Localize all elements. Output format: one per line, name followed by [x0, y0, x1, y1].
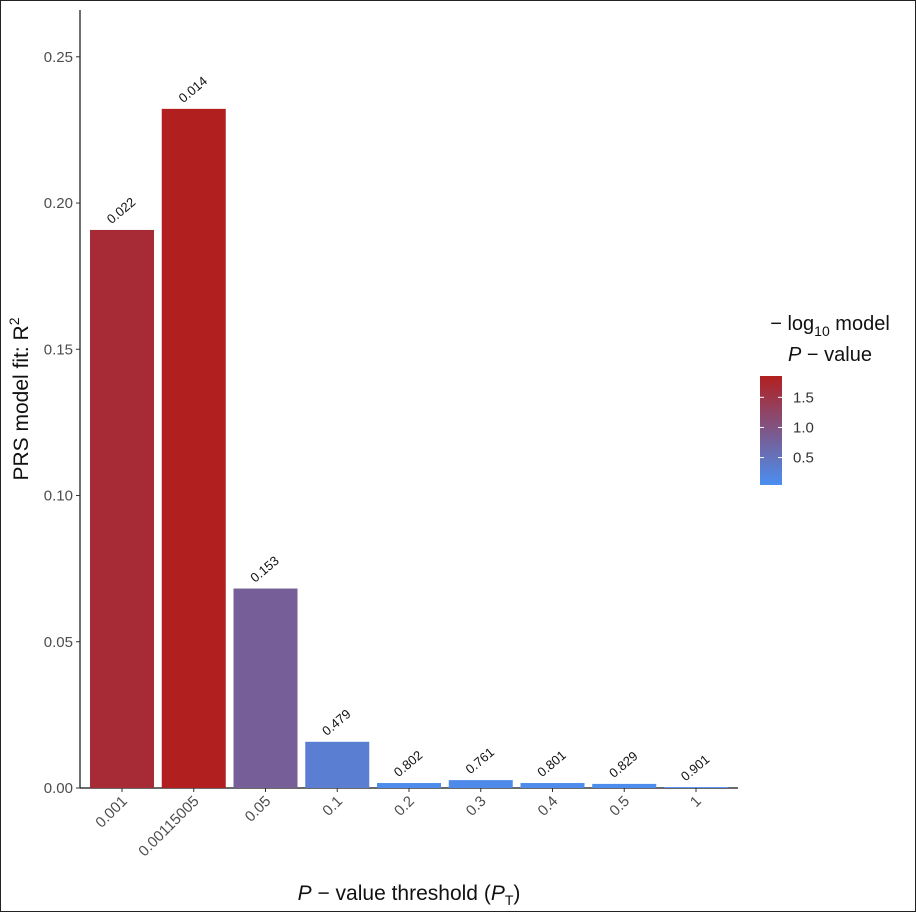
y-title-sup: 2 — [6, 317, 22, 325]
x-title-p: P — [298, 882, 312, 905]
value-label: 0.014 — [176, 73, 211, 105]
x-tick-label: 0.00115005 — [135, 793, 202, 860]
value-label: 0.153 — [247, 553, 282, 585]
y-tick-label: 0.15 — [44, 341, 73, 358]
bar — [448, 780, 513, 788]
value-label: 0.761 — [463, 744, 498, 776]
bar — [305, 741, 370, 788]
value-label: 0.901 — [678, 751, 713, 783]
value-label: 0.479 — [319, 706, 354, 738]
y-tick-label: 0.00 — [44, 780, 73, 797]
x-tick-label: 0.2 — [391, 793, 418, 820]
x-tick-label: 0.5 — [606, 793, 633, 820]
y-axis-title: PRS model fit: R2 — [6, 317, 33, 480]
x-tick-label: 0.3 — [463, 793, 490, 820]
bar — [90, 229, 154, 788]
x-tick-label: 0.1 — [319, 793, 346, 820]
x-tick-label: 0.001 — [92, 793, 131, 832]
bar — [592, 783, 657, 788]
bar — [520, 783, 585, 788]
legend-title-log: − log — [770, 313, 814, 335]
bar — [161, 108, 226, 789]
y-title-main: PRS model fit: R — [10, 325, 33, 480]
colorbar-tick-label: 0.5 — [793, 450, 814, 467]
legend-title-2: P − value — [788, 344, 872, 366]
legend-title-sub: 10 — [814, 323, 830, 339]
bar — [233, 588, 298, 788]
bar — [377, 783, 441, 788]
x-tick-label: 0.4 — [535, 793, 562, 820]
legend-title-value: − value — [801, 344, 872, 366]
y-tick-label: 0.25 — [44, 49, 73, 66]
x-title-close: ) — [513, 882, 520, 905]
value-label: 0.802 — [391, 747, 426, 779]
bar — [664, 787, 728, 788]
colorbar-tick-label: 1.5 — [793, 389, 814, 406]
value-label: 0.022 — [104, 194, 139, 226]
legend-title-1: − log10 model — [770, 313, 890, 339]
colorbar-tick-label: 1.0 — [793, 419, 814, 436]
legend-title-model: model — [830, 313, 890, 335]
x-title-main: − value threshold ( — [312, 882, 491, 905]
y-tick-label: 0.05 — [44, 634, 73, 651]
x-tick-label: 1 — [687, 793, 705, 811]
y-tick-label: 0.20 — [44, 195, 73, 212]
colorbar — [760, 376, 782, 485]
x-title-p2: P — [491, 882, 505, 905]
value-label: 0.829 — [606, 748, 641, 780]
x-tick-label: 0.05 — [242, 793, 275, 826]
x-axis-title: P − value threshold (PT) — [298, 882, 521, 908]
legend-title-p: P — [788, 344, 802, 366]
value-label: 0.801 — [534, 747, 569, 779]
x-title-sub: T — [505, 892, 514, 908]
y-tick-label: 0.10 — [44, 488, 73, 505]
